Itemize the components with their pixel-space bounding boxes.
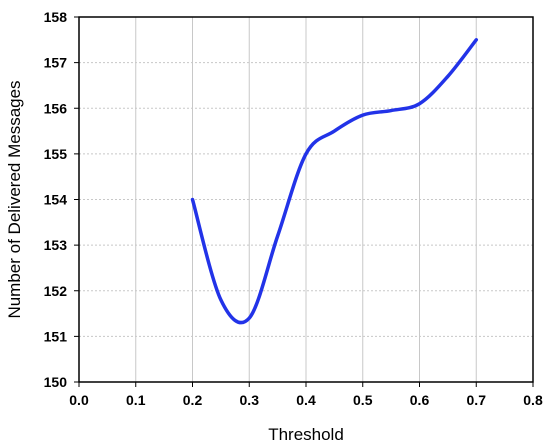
x-tick-label: 0.5 [353, 392, 373, 408]
y-tick-label: 157 [44, 55, 68, 71]
y-axis-ticks: 150 151 152 153 154 155 156 157 158 [44, 9, 79, 390]
y-tick-label: 151 [44, 328, 68, 344]
y-tick-label: 155 [44, 146, 68, 162]
y-tick-label: 153 [44, 237, 68, 253]
x-tick-label: 0.1 [126, 392, 146, 408]
y-tick-label: 152 [44, 283, 68, 299]
x-axis-label: Threshold [268, 425, 344, 444]
y-tick-label: 156 [44, 100, 68, 116]
x-tick-label: 0.7 [467, 392, 487, 408]
grid-lines [79, 17, 533, 382]
x-tick-label: 0.6 [410, 392, 430, 408]
x-tick-label: 0.8 [523, 392, 543, 408]
series-group [190, 38, 478, 325]
y-axis-label: Number of Delivered Messages [5, 80, 24, 318]
series-line [190, 38, 478, 325]
y-tick-label: 150 [44, 374, 68, 390]
x-axis-ticks: 0.0 0.1 0.2 0.3 0.4 0.5 0.6 0.7 0.8 [69, 382, 543, 408]
x-tick-label: 0.0 [69, 392, 89, 408]
x-tick-label: 0.4 [296, 392, 316, 408]
y-tick-label: 158 [44, 9, 68, 25]
x-tick-label: 0.3 [240, 392, 260, 408]
y-tick-label: 154 [44, 192, 68, 208]
x-tick-label: 0.2 [183, 392, 203, 408]
